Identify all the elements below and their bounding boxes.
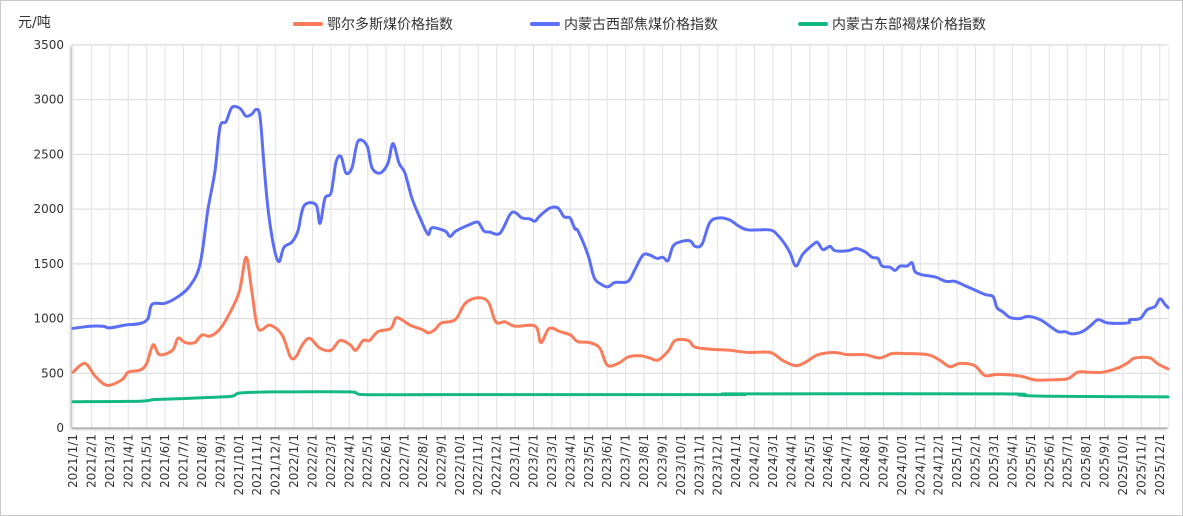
x-tick-label: 2022/8/1 [416, 434, 430, 488]
x-tick-label: 2023/8/1 [637, 434, 651, 488]
x-tick-label: 2021/5/1 [140, 434, 154, 488]
x-tick-label: 2024/8/1 [858, 434, 872, 488]
x-tick-label: 2025/1/1 [950, 434, 964, 488]
legend: 鄂尔多斯煤价格指数 内蒙古西部焦煤价格指数 内蒙古东部褐煤价格指数 [293, 16, 986, 33]
y-tick-label: 3500 [33, 38, 64, 52]
x-tick-label: 2024/1/1 [729, 434, 743, 488]
x-tick-label: 2023/1/1 [508, 434, 522, 488]
x-tick-label: 2023/12/1 [711, 434, 725, 496]
x-tick-label: 2022/9/1 [434, 434, 448, 488]
x-tick-label: 2021/2/1 [84, 434, 98, 488]
x-tick-label: 2025/7/1 [1061, 434, 1075, 488]
x-tick-label: 2023/4/1 [563, 434, 577, 488]
x-tick-label: 2025/5/1 [1024, 434, 1038, 488]
x-tick-label: 2024/2/1 [748, 434, 762, 488]
y-tick-label: 1500 [33, 257, 64, 271]
x-tick-label: 2022/5/1 [361, 434, 375, 488]
x-tick-label: 2022/1/1 [287, 434, 301, 488]
y-tick-label: 0 [56, 421, 64, 435]
x-tick-label: 2023/5/1 [582, 434, 596, 488]
y-axis-label: 元/吨 [18, 15, 51, 31]
x-tick-label: 2025/12/1 [1153, 434, 1167, 496]
series-line-1 [71, 104, 1170, 336]
x-axis: 2021/1/1 2021/2/1 2021/3/1 2021/4/1 2021/5/1… [66, 434, 1167, 496]
x-tick-label: 2025/8/1 [1079, 434, 1093, 488]
x-tick-label: 2024/9/1 [876, 434, 890, 488]
x-tick-label: 2024/10/1 [895, 434, 909, 496]
y-tick-label: 1000 [33, 312, 64, 326]
x-tick-label: 2022/10/1 [453, 434, 467, 496]
series-line-0 [71, 255, 1170, 387]
x-tick-label: 2025/4/1 [1005, 434, 1019, 488]
x-tick-label: 2024/6/1 [821, 434, 835, 488]
plot-area [72, 45, 1168, 428]
x-tick-label: 2021/11/1 [250, 434, 264, 496]
y-tick-label: 500 [41, 366, 64, 380]
legend-label-0: 鄂尔多斯煤价格指数 [327, 16, 453, 33]
x-tick-label: 2021/9/1 [213, 434, 227, 488]
x-tick-label: 2025/10/1 [1116, 434, 1130, 496]
series-line-2 [71, 390, 1170, 404]
x-tick-label: 2021/8/1 [195, 434, 209, 488]
x-tick-label: 2023/6/1 [600, 434, 614, 488]
x-tick-label: 2022/2/1 [305, 434, 319, 488]
x-tick-label: 2023/2/1 [527, 434, 541, 488]
x-tick-label: 2021/6/1 [158, 434, 172, 488]
x-tick-label: 2024/11/1 [913, 434, 927, 496]
x-tick-label: 2022/6/1 [379, 434, 393, 488]
x-tick-label: 2024/12/1 [932, 434, 946, 496]
x-tick-label: 2024/5/1 [803, 434, 817, 488]
x-tick-label: 2022/4/1 [342, 434, 356, 488]
x-tick-label: 2022/7/1 [398, 434, 412, 488]
x-tick-label: 2024/7/1 [840, 434, 854, 488]
x-tick-label: 2022/12/1 [490, 434, 504, 496]
x-tick-label: 2025/11/1 [1134, 434, 1148, 496]
x-tick-label: 2025/3/1 [987, 434, 1001, 488]
y-tick-label: 2000 [33, 202, 64, 216]
legend-label-2: 内蒙古东部褐煤价格指数 [832, 17, 986, 33]
x-tick-label: 2025/2/1 [969, 434, 983, 488]
x-tick-label: 2021/12/1 [269, 434, 283, 496]
x-tick-label: 2022/3/1 [324, 434, 338, 488]
x-tick-label: 2021/1/1 [66, 434, 80, 488]
x-tick-label: 2022/11/1 [471, 434, 485, 496]
x-tick-label: 2024/3/1 [766, 434, 780, 488]
x-tick-label: 2024/4/1 [784, 434, 798, 488]
x-tick-label: 2023/9/1 [655, 434, 669, 488]
x-tick-label: 2025/9/1 [1098, 434, 1112, 488]
y-tick-label: 2500 [33, 147, 64, 161]
legend-label-1: 内蒙古西部焦煤价格指数 [564, 17, 718, 33]
grid [72, 44, 1168, 429]
x-tick-label: 2023/11/1 [692, 434, 706, 496]
x-tick-label: 2023/3/1 [545, 434, 559, 488]
x-tick-label: 2021/10/1 [232, 434, 246, 496]
x-tick-label: 2021/4/1 [121, 434, 135, 488]
x-tick-label: 2023/10/1 [674, 434, 688, 496]
y-tick-label: 3000 [33, 93, 64, 107]
x-tick-label: 2025/6/1 [1042, 434, 1056, 488]
x-tick-label: 2023/7/1 [619, 434, 633, 488]
y-axis: 0 500 1000 1500 2000 2500 3000 3500 [33, 38, 64, 435]
series-lines [71, 104, 1170, 404]
x-tick-label: 2021/7/1 [177, 434, 191, 488]
x-tick-label: 2021/3/1 [103, 434, 117, 488]
